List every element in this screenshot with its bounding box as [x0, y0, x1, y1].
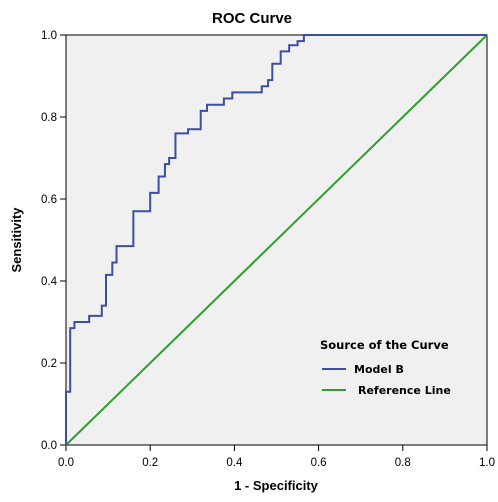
legend-title: Source of the Curve	[320, 338, 449, 352]
legend: Source of the Curve Model B Reference Li…	[320, 338, 451, 397]
series-layer	[65, 34, 488, 446]
x-tick-label: 0.4	[226, 457, 243, 469]
legend-label-reference-line: Reference Line	[358, 384, 451, 397]
series-line-model-b	[65, 34, 487, 445]
x-tick-label: 0.8	[395, 457, 411, 469]
x-tick-label: 0.2	[142, 457, 158, 469]
x-tick-label: 0.6	[311, 457, 327, 469]
y-tick-label: 1.0	[41, 30, 57, 42]
x-tick-label: 1.0	[479, 457, 495, 469]
y-tick-label: 0.0	[41, 440, 57, 452]
y-tick-label: 0.8	[41, 112, 57, 124]
y-tick-label: 0.4	[41, 276, 58, 288]
chart-title: ROC Curve	[212, 10, 292, 27]
legend-label-model-b: Model B	[354, 363, 404, 376]
y-axis-label: Sensitivity	[9, 207, 24, 273]
x-axis: 0.0 0.2 0.4 0.6 0.8 1.0	[58, 445, 495, 469]
x-tick-label: 0.0	[58, 457, 74, 469]
y-tick-label: 0.2	[41, 358, 57, 370]
x-axis-label: 1 - Specificity	[234, 478, 319, 493]
y-tick-label: 0.6	[41, 194, 57, 206]
y-axis: 0.0 0.2 0.4 0.6 0.8 1.0	[41, 30, 66, 452]
series-line-reference-line	[65, 34, 488, 446]
